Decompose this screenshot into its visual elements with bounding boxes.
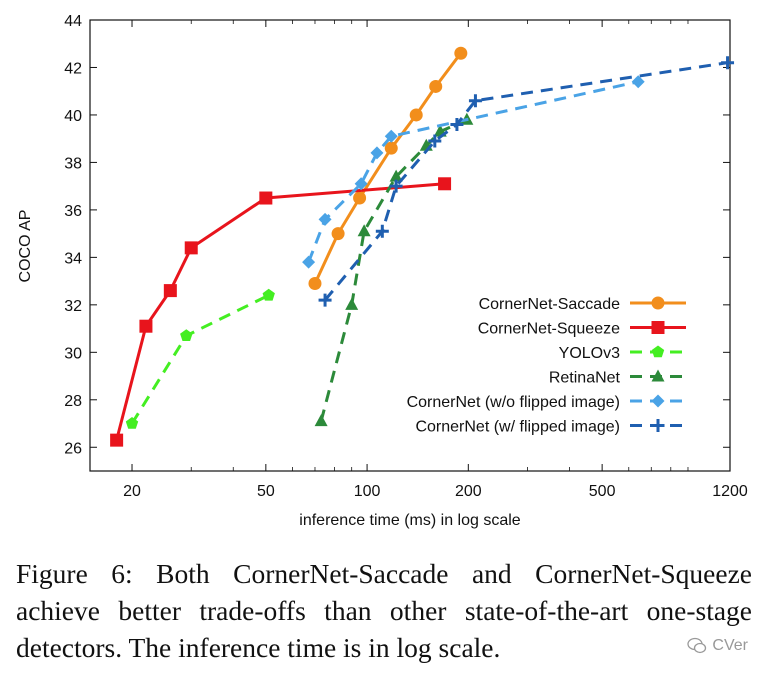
y-axis-label: COCO AP: [17, 210, 34, 283]
data-point: [354, 177, 368, 191]
y-tick-label: 32: [64, 298, 82, 315]
legend-label: CornerNet (w/o flipped image): [407, 394, 620, 411]
data-point: [302, 255, 316, 269]
data-point: [345, 297, 359, 310]
data-point: [357, 224, 371, 237]
series-line: [323, 61, 728, 302]
y-tick-label: 36: [64, 203, 82, 220]
data-point: [384, 141, 398, 155]
y-tick-label: 30: [64, 345, 82, 362]
x-tick-label: 20: [123, 483, 141, 500]
series-layer: [110, 46, 735, 447]
data-point: [180, 329, 193, 341]
data-point: [163, 284, 177, 298]
legend-marker: [651, 296, 665, 310]
series-line: [307, 80, 639, 263]
x-tick-label: 50: [257, 483, 275, 500]
series-cornernet-squeeze: [110, 177, 452, 447]
data-point: [409, 108, 423, 122]
series-cornernet-w-flipped-image: [318, 56, 735, 307]
x-tick-label: 500: [589, 483, 616, 500]
legend-marker: [651, 419, 665, 432]
data-point: [331, 227, 345, 241]
watermark: CVer: [687, 637, 748, 655]
x-axis-label: inference time (ms) in log scale: [299, 512, 521, 529]
data-point: [139, 319, 153, 333]
data-point: [314, 414, 328, 427]
data-point: [468, 94, 482, 108]
axes: 26 28 30 32 34 36 38 40 42 44 20 50 100 200 500 1200: [64, 13, 748, 500]
series-yolov3: [125, 288, 275, 429]
data-point: [438, 177, 452, 191]
wechat-icon: [687, 637, 707, 654]
data-point: [631, 75, 645, 89]
data-point: [125, 417, 139, 429]
data-point: [454, 46, 468, 60]
legend-marker: [651, 345, 665, 358]
legend-label: CornerNet (w/ flipped image): [415, 419, 620, 436]
data-point: [259, 191, 273, 205]
x-tick-label: 1200: [712, 483, 748, 500]
x-tick-label: 200: [455, 483, 482, 500]
data-point: [308, 276, 322, 290]
legend-label: CornerNet-Saccade: [479, 296, 621, 313]
data-point: [389, 169, 403, 182]
data-point: [262, 288, 275, 301]
data-point: [429, 79, 443, 93]
legend-marker: [651, 321, 665, 334]
series-retinanet: [314, 112, 474, 427]
y-tick-label: 38: [64, 155, 82, 172]
legend-marker: [651, 369, 665, 382]
y-tick-label: 42: [64, 60, 82, 77]
chart: 26 28 30 32 34 36 38 40 42 44 20 50 100 200 500 1200 Co…: [17, 13, 748, 529]
figure-caption: Figure 6: Both CornerNet-Saccade and Cor…: [16, 558, 752, 663]
data-point: [318, 212, 332, 226]
legend-label: RetinaNet: [549, 370, 621, 387]
plot-frame: [89, 19, 731, 472]
data-point: [450, 117, 464, 131]
data-point: [184, 241, 198, 255]
y-tick-label: 34: [64, 250, 82, 267]
data-point: [428, 134, 442, 148]
y-tick-label: 44: [64, 13, 82, 30]
legend-label: YOLOv3: [559, 345, 620, 362]
data-point: [318, 293, 332, 307]
data-point: [384, 129, 398, 143]
legend: CornerNet-Saccade CornerNet-Squeeze YOLOv3…: [407, 296, 686, 436]
series-line: [115, 182, 445, 441]
y-tick-label: 26: [64, 440, 82, 457]
series-cornernet-w-o-flipped-image: [302, 75, 645, 269]
data-point: [389, 179, 403, 193]
data-point: [353, 191, 367, 205]
y-tick-label: 28: [64, 393, 82, 410]
data-point: [370, 146, 384, 160]
y-tick-label: 40: [64, 108, 82, 125]
watermark-text: CVer: [712, 637, 748, 654]
legend-label: CornerNet-Squeeze: [478, 321, 620, 338]
data-point: [375, 224, 389, 238]
x-tick-label: 100: [354, 483, 381, 500]
series-line: [319, 118, 468, 422]
series-cornernet-saccade: [308, 46, 468, 290]
legend-marker: [651, 394, 665, 408]
data-point: [110, 433, 124, 447]
data-point: [721, 56, 735, 70]
